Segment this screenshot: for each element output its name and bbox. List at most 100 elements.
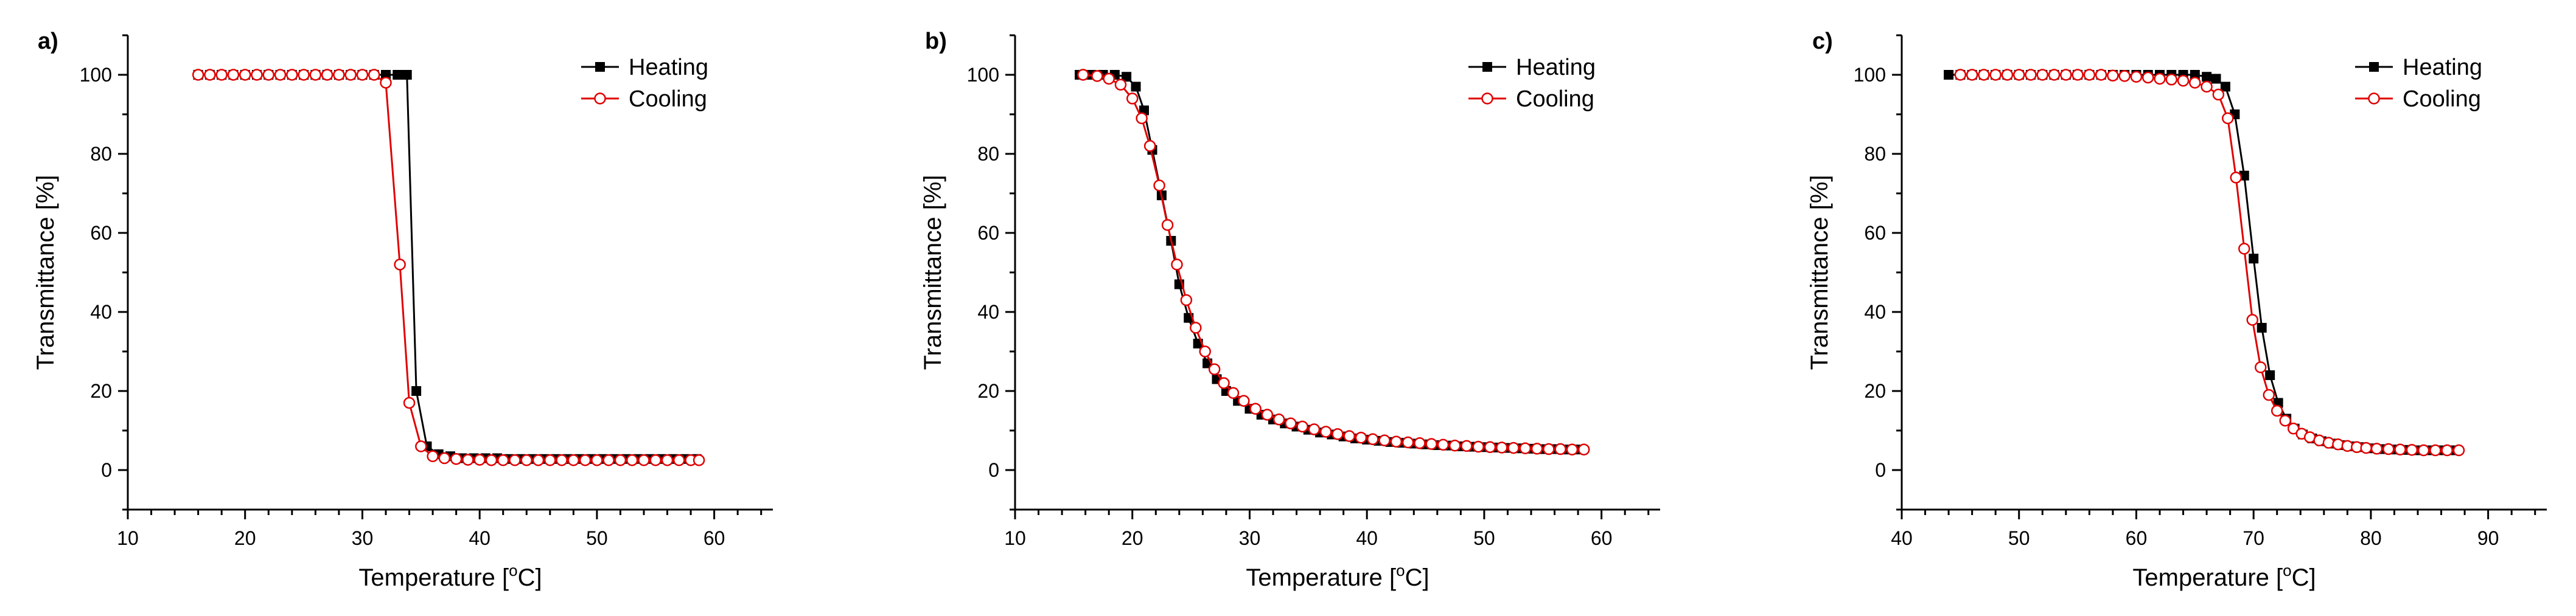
data-point-cooling [368, 69, 380, 81]
data-point-cooling [239, 69, 251, 81]
y-tick-label: 100 [80, 64, 112, 86]
data-point-cooling [2382, 443, 2395, 455]
panel-label: b) [925, 29, 947, 54]
x-tick-label: 20 [234, 527, 256, 549]
data-point-cooling [1126, 92, 1139, 105]
data-point-cooling [1180, 294, 1193, 306]
data-point-heating [1944, 70, 1954, 80]
legend-label-cooling: Cooling [1516, 86, 1594, 112]
y-tick-label: 80 [90, 143, 112, 165]
legend-marker-cooling [594, 92, 606, 105]
y-tick-label: 100 [1854, 64, 1886, 86]
data-point-cooling [544, 454, 556, 466]
data-point-cooling [309, 69, 322, 81]
x-tick-label: 50 [586, 527, 608, 549]
x-tick-label: 60 [1591, 527, 1613, 549]
legend-label-cooling: Cooling [2403, 86, 2481, 112]
chart-panel-2: b) 10 20 30 40 50 60 0 20 40 60 80 100 Temperature [o… [920, 29, 1660, 591]
data-point-cooling [1261, 409, 1274, 421]
data-point-cooling [1472, 440, 1485, 453]
data-point-cooling [274, 69, 287, 81]
data-point-cooling [1161, 219, 1174, 231]
data-point-cooling [2036, 69, 2049, 81]
data-point-cooling [2417, 444, 2430, 457]
data-point-cooling [1484, 441, 1496, 454]
y-tick-label: 80 [977, 143, 999, 165]
data-point-cooling [204, 69, 216, 81]
data-point-cooling [2246, 314, 2259, 326]
y-tick-label: 80 [1864, 143, 1886, 165]
data-point-cooling [2072, 69, 2084, 81]
legend-marker-heating [2369, 62, 2379, 72]
x-axis-title: Temperature [oC] [1246, 561, 1429, 591]
data-point-heating [1131, 81, 1141, 92]
data-point-cooling [1543, 443, 1555, 455]
y-tick-label: 20 [1864, 380, 1886, 402]
legend-label-heating: Heating [2403, 55, 2482, 80]
data-point-cooling [1367, 433, 1379, 446]
data-point-cooling [2189, 77, 2201, 89]
data-point-cooling [394, 258, 406, 271]
y-tick-label: 60 [90, 222, 112, 244]
data-point-cooling [1114, 78, 1127, 91]
data-point-cooling [427, 450, 439, 462]
data-point-cooling [2332, 438, 2344, 451]
legend-label-cooling: Cooling [629, 86, 707, 112]
data-point-cooling [1355, 431, 1367, 444]
data-point-cooling [1448, 439, 1461, 452]
data-point-cooling [1390, 435, 1403, 448]
data-point-cooling [1103, 72, 1115, 85]
data-point-cooling [2322, 437, 2335, 449]
data-point-cooling [1136, 112, 1148, 125]
y-tick-label: 60 [977, 222, 999, 244]
data-point-cooling [1507, 441, 1520, 454]
y-tick-label: 20 [90, 380, 112, 402]
data-point-cooling [1954, 69, 1967, 81]
panel-label: c) [1812, 29, 1833, 54]
data-point-cooling [2406, 444, 2418, 456]
data-point-cooling [1519, 442, 1532, 454]
data-point-cooling [1308, 423, 1321, 435]
data-point-cooling [661, 454, 674, 466]
data-point-cooling [1332, 428, 1344, 440]
data-point-cooling [438, 452, 451, 465]
data-point-cooling [2107, 69, 2119, 82]
x-tick-label: 70 [2243, 527, 2264, 549]
data-point-cooling [1077, 69, 1089, 81]
y-tick-label: 40 [90, 301, 112, 323]
data-point-cooling [2165, 74, 2178, 86]
data-point-cooling [2201, 80, 2213, 93]
data-point-cooling [1378, 434, 1391, 446]
chart-panel-3: c) 40 50 60 70 80 90 0 20 40 60 80 100 Temperature [o… [1806, 29, 2547, 591]
legend-label-heating: Heating [629, 55, 708, 80]
y-axis-title: Transmittance [%] [1806, 175, 1833, 370]
data-point-cooling [2012, 69, 2025, 81]
data-point-cooling [1091, 70, 1103, 82]
data-point-cooling [2370, 443, 2383, 455]
y-axis-title: Transmittance [%] [32, 175, 59, 370]
data-point-cooling [693, 454, 705, 466]
data-point-cooling [321, 69, 333, 81]
x-tick-label: 60 [2126, 527, 2148, 549]
data-point-cooling [215, 69, 228, 81]
data-point-heating [1122, 72, 1132, 82]
chart-panel-1: a) 10 20 30 40 50 60 0 20 40 60 80 100 Temperature [o… [32, 29, 773, 591]
x-tick-label: 50 [1473, 527, 1495, 549]
data-point-cooling [2001, 69, 2014, 81]
data-point-heating [2202, 72, 2212, 82]
data-point-cooling [567, 454, 580, 466]
x-tick-label: 90 [2477, 527, 2499, 549]
data-point-cooling [2118, 70, 2131, 82]
data-point-cooling [1978, 69, 1990, 81]
data-point-cooling [602, 454, 615, 466]
legend-marker-cooling [2368, 92, 2380, 105]
data-point-cooling [1171, 258, 1183, 271]
data-point-cooling [2130, 71, 2143, 83]
series-line-heating [198, 74, 697, 460]
x-tick-label: 20 [1122, 527, 1143, 549]
data-point-cooling [2060, 69, 2072, 81]
data-point-cooling [2263, 389, 2275, 401]
data-point-cooling [1577, 443, 1590, 455]
data-point-cooling [2360, 441, 2372, 454]
data-point-cooling [1531, 443, 1543, 455]
